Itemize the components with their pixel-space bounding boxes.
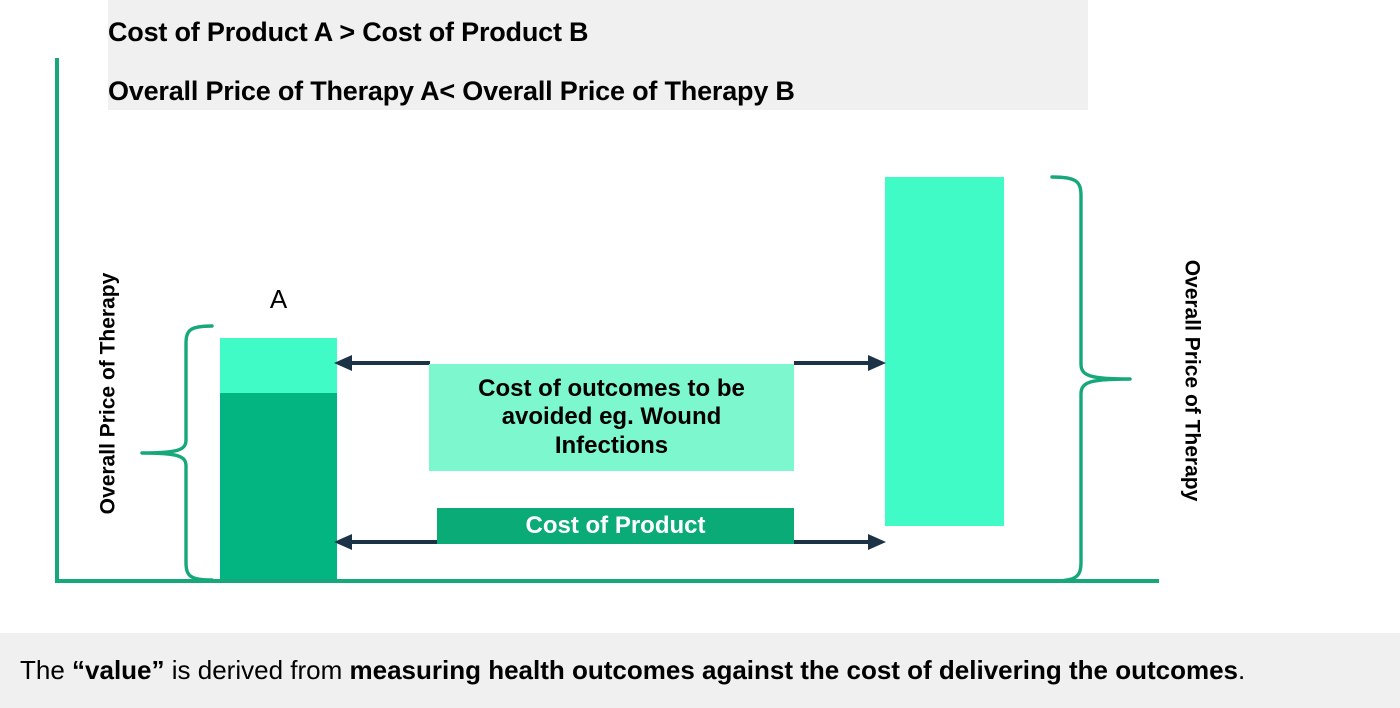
- arrow-outcomes-right: [794, 355, 886, 371]
- arrow-product-left: [334, 534, 437, 550]
- x-axis-line: [55, 579, 1159, 583]
- footer-caption: The “value” is derived from measuring he…: [20, 655, 1246, 686]
- y-axis-label-left: Overall Price of Therapy: [96, 272, 120, 515]
- callout-cost-of-outcomes-label: Cost of outcomes to be avoided eg. Wound I…: [478, 375, 745, 459]
- header-line-cost-comparison: Cost of Product A > Cost of Product B: [108, 17, 589, 47]
- footer-banner: The “value” is derived from measuring he…: [0, 633, 1400, 708]
- footer-quoted-value: “value”: [72, 655, 165, 686]
- header-banner: Cost of Product A > Cost of Product B Ov…: [108, 0, 1088, 110]
- bar-a-label: A: [269, 284, 288, 314]
- footer-emphasis: measuring health outcomes against the co…: [349, 655, 1238, 686]
- bar-a-segment-product: [220, 393, 337, 579]
- bar-b: [885, 177, 1004, 526]
- header-line-price-comparison: Overall Price of Therapy A< Overall Pric…: [108, 76, 795, 106]
- left-brace: [138, 318, 218, 588]
- bar-a-segment-outcomes: [220, 338, 337, 393]
- right-brace: [1048, 168, 1140, 588]
- y-axis-label-right: Overall Price of Therapy: [1180, 259, 1204, 502]
- callout-cost-of-product-label: Cost of Product: [525, 512, 706, 539]
- y-axis-line: [55, 58, 59, 583]
- callout-cost-of-outcomes: Cost of outcomes to be avoided eg. Wound I…: [429, 364, 794, 471]
- arrow-outcomes-left: [334, 355, 430, 371]
- arrow-product-right: [794, 534, 886, 550]
- callout-cost-of-product: Cost of Product: [437, 508, 794, 544]
- bar-a: [220, 338, 337, 579]
